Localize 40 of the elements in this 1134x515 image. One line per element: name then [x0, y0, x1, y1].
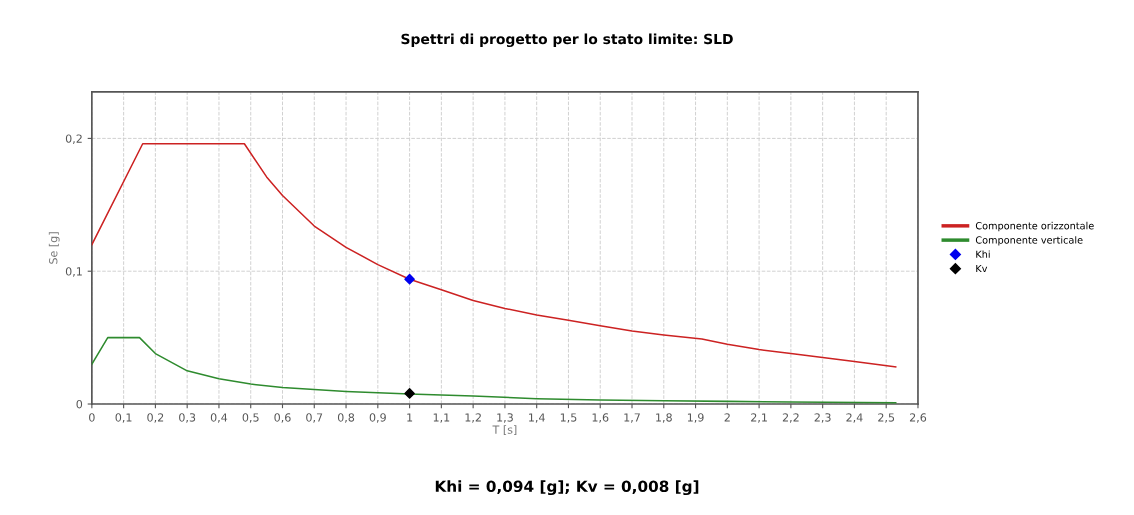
- line-series: [91, 142, 897, 368]
- x-tick-label: 0,9: [369, 413, 386, 423]
- y-tick-label: 0: [76, 399, 83, 409]
- x-tick-label: 1,8: [656, 413, 672, 423]
- x-tick-label: 1: [407, 413, 413, 422]
- x-tick-label: 0,1: [115, 413, 132, 423]
- x-tick-label: 1,6: [592, 413, 609, 423]
- x-axis-title: T [s]: [492, 425, 517, 436]
- x-tick-label: 0,4: [210, 413, 228, 423]
- x-tick-label: 2: [724, 413, 730, 422]
- y-tick-label: 0,2: [65, 134, 82, 144]
- x-tick-label: 0,5: [242, 413, 259, 423]
- x-tick-label: 2,5: [878, 413, 895, 423]
- legend-label: Componente orizzontale: [975, 221, 1094, 232]
- x-tick-label: 0,2: [147, 413, 164, 423]
- x-tick-label: 2,3: [814, 413, 831, 423]
- line-series: [91, 336, 897, 404]
- text: Khi = 0,094 [g]; Kv = 0,008 [g]: [435, 480, 699, 496]
- x-tick-label: 1,1: [433, 413, 450, 423]
- x-tick-label: 1,9: [687, 413, 704, 423]
- y-tick-label: 0,1: [65, 267, 82, 277]
- x-tick-label: 0,7: [306, 413, 323, 423]
- x-tick-label: 1,4: [529, 413, 545, 423]
- x-tick-label: 1,2: [465, 413, 481, 423]
- x-tick-label: 2,4: [846, 413, 863, 423]
- x-tick-label: 0,6: [274, 413, 291, 423]
- x-tick-label: 0,8: [337, 413, 355, 423]
- x-tick-label: 0,3: [179, 413, 196, 423]
- x-tick-label: 1,5: [560, 413, 577, 423]
- x-tick-label: 2,1: [751, 413, 767, 423]
- x-tick-label: 2,6: [909, 413, 927, 423]
- y-axis-title: Se [g]: [48, 232, 60, 264]
- x-tick-label: 1,7: [624, 413, 640, 423]
- x-tick-label: 0: [89, 413, 95, 422]
- legend-label: Khi: [976, 250, 990, 258]
- chart-title: Spettri di progetto per lo stato limite: SLD: [401, 33, 733, 48]
- legend-label: Kv: [976, 264, 988, 273]
- x-tick-label: 1,3: [497, 413, 513, 423]
- x-tick-label: 2,2: [782, 413, 799, 423]
- legend-label: Componente verticale: [975, 236, 1083, 246]
